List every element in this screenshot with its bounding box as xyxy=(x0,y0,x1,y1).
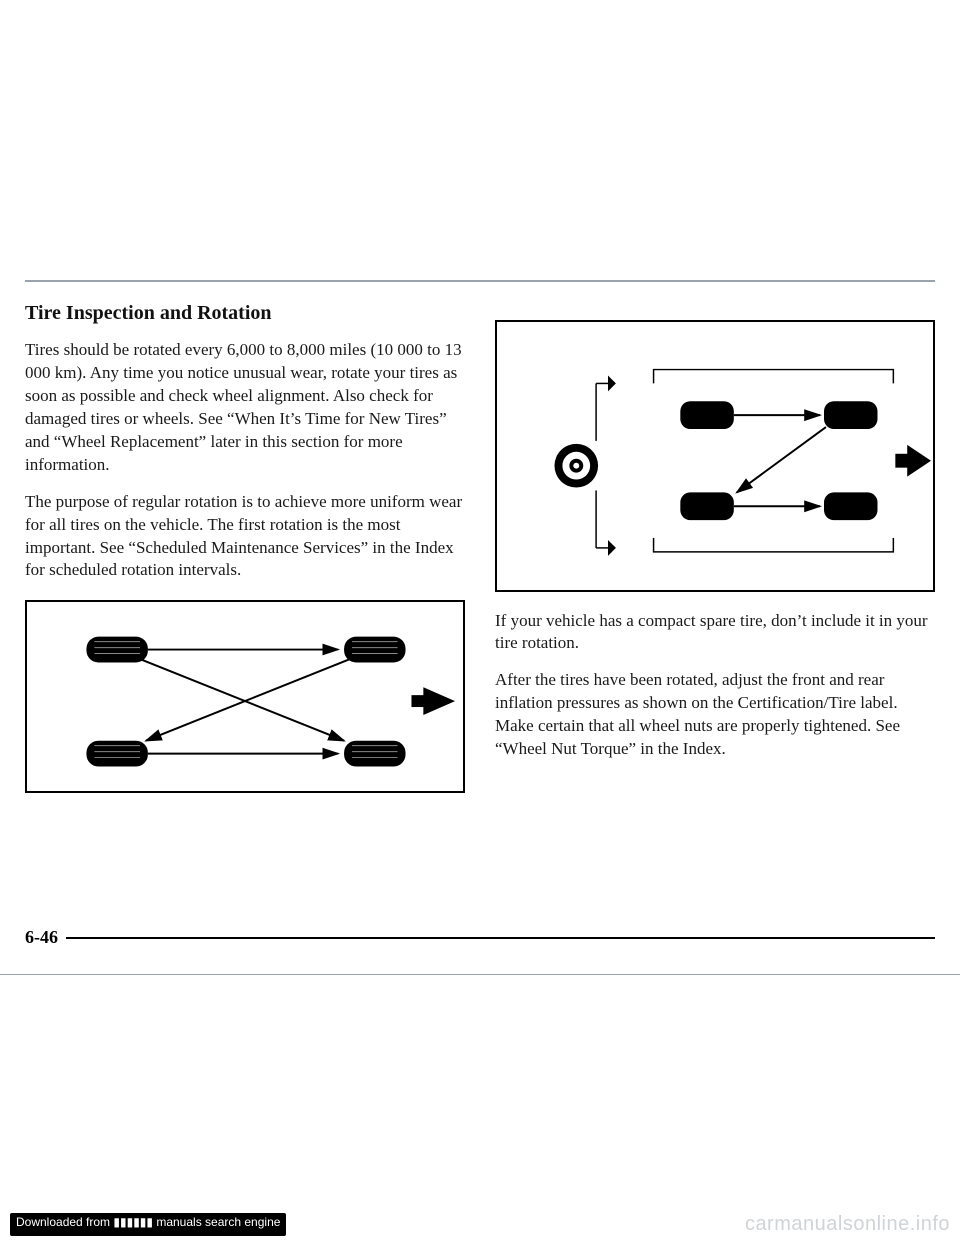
page-rule xyxy=(66,937,935,939)
rotation-diagram-5tire xyxy=(495,320,935,592)
page-number: 6-46 xyxy=(25,927,58,948)
watermark: carmanualsonline.info xyxy=(745,1213,950,1236)
rotation-diagram-5tire-svg xyxy=(497,322,933,590)
footer-divider xyxy=(0,974,960,975)
body-paragraph: Tires should be rotated every 6,000 to 8… xyxy=(25,339,465,477)
footer: Downloaded from ▮▮▮▮▮▮ manuals search en… xyxy=(0,1213,960,1236)
section-heading: Tire Inspection and Rotation xyxy=(25,302,465,325)
two-column-layout: Tire Inspection and Rotation Tires shoul… xyxy=(25,302,935,793)
right-column: If your vehicle has a compact spare tire… xyxy=(495,302,935,793)
footer-left-badge: Downloaded from ▮▮▮▮▮▮ manuals search en… xyxy=(10,1213,286,1236)
body-paragraph: After the tires have been rotated, adjus… xyxy=(495,669,935,761)
page-number-row: 6-46 xyxy=(25,927,935,948)
body-paragraph: The purpose of regular rotation is to ac… xyxy=(25,491,465,583)
body-paragraph: If your vehicle has a compact spare tire… xyxy=(495,610,935,656)
rotation-diagram-4tire xyxy=(25,600,465,792)
left-column: Tire Inspection and Rotation Tires shoul… xyxy=(25,302,465,793)
rotation-diagram-4tire-svg xyxy=(27,602,463,790)
manual-page: Tire Inspection and Rotation Tires shoul… xyxy=(25,280,935,960)
